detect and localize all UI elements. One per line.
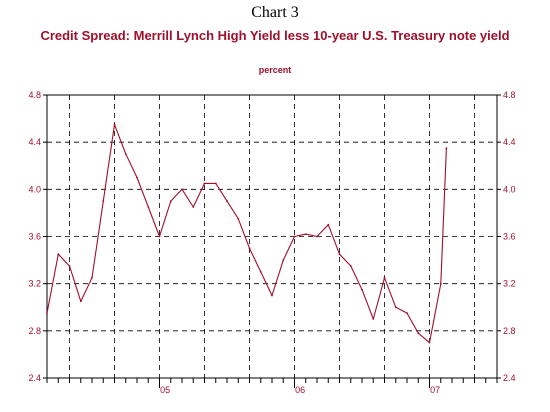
data-point (237, 217, 240, 220)
data-point (428, 341, 431, 344)
y-tick-label-left: 4.8 (28, 90, 41, 100)
y-tick-label-right: 4.8 (503, 90, 516, 100)
y-tick-label-left: 4.0 (28, 184, 41, 194)
y-tick-label-right: 2.8 (503, 326, 516, 336)
y-tick-label-right: 2.4 (503, 373, 516, 383)
data-point (124, 153, 127, 155)
y-tick-label-left: 2.8 (28, 326, 41, 336)
data-point (372, 318, 375, 320)
data-point (271, 294, 273, 297)
data-point (316, 235, 318, 238)
data-point (79, 300, 82, 303)
y-unit-label: percent (258, 65, 292, 75)
data-point (406, 312, 408, 314)
data-point (91, 276, 93, 279)
data-point (304, 233, 307, 236)
data-point (445, 147, 448, 150)
y-tick-label-right: 3.2 (503, 279, 516, 289)
data-point (338, 253, 341, 256)
data-point (113, 123, 116, 126)
data-point (147, 206, 150, 208)
data-point (361, 288, 363, 291)
spread-series-line (46, 123, 447, 344)
y-tick-label-right: 3.6 (503, 232, 516, 242)
data-point (46, 312, 48, 314)
data-point (248, 247, 251, 250)
x-tick-label: 06 (295, 385, 305, 395)
chart-subtitle: Credit Spread: Merrill Lynch High Yield … (40, 28, 510, 43)
y-tick-label-right: 4.0 (503, 184, 516, 194)
data-point (439, 282, 442, 285)
y-tick-label-left: 2.4 (28, 373, 41, 383)
data-point (192, 206, 195, 208)
data-point (383, 276, 386, 279)
data-point (102, 200, 105, 203)
data-point (293, 235, 296, 238)
y-tick-label-left: 4.4 (28, 137, 41, 147)
data-point (349, 265, 352, 267)
data-point (327, 223, 330, 226)
x-tick-label: 07 (430, 385, 440, 395)
data-point (203, 182, 206, 185)
chart-title: Chart 3 (251, 4, 299, 21)
data-point (259, 271, 262, 273)
data-point (417, 332, 420, 335)
data-point (169, 200, 172, 203)
y-tick-label-left: 3.6 (28, 232, 41, 242)
data-point (181, 188, 183, 191)
data-point (282, 259, 285, 261)
data-point (214, 182, 217, 185)
y-tick-label-right: 4.4 (503, 137, 516, 147)
data-point (57, 253, 60, 256)
data-point (136, 176, 138, 179)
y-tick-label-left: 3.2 (28, 279, 41, 289)
x-tick-label: 05 (160, 385, 170, 395)
data-point (226, 200, 228, 203)
data-point (68, 265, 71, 267)
data-point (158, 235, 161, 238)
data-point (394, 306, 397, 309)
